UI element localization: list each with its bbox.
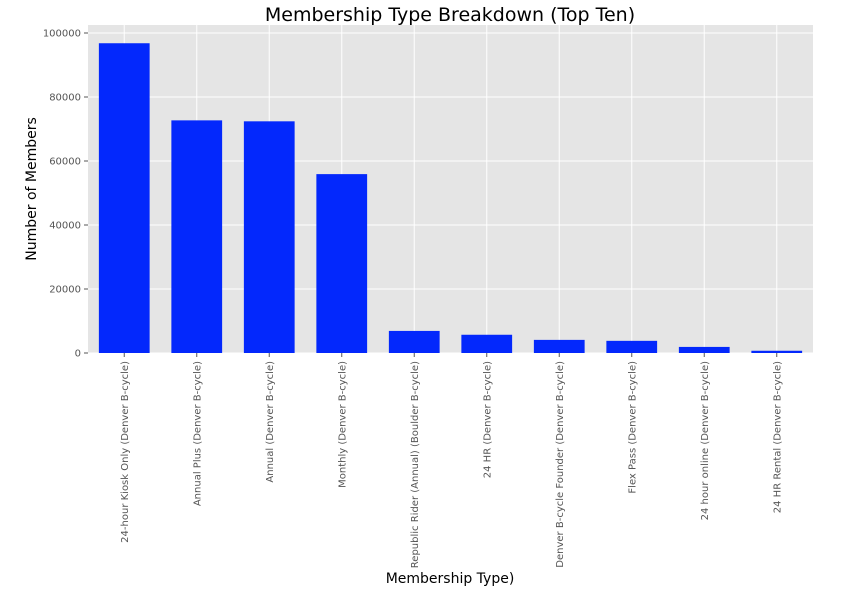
x-tick-label: Monthly (Denver B-cycle) [337, 361, 348, 488]
bar [606, 340, 658, 353]
y-axis-ticks: 0 20000 40000 60000 80000 100000 [43, 29, 88, 360]
y-tick-label: 60000 [49, 157, 81, 168]
x-tick-label: Republic Rider (Annual) (Boulder B-cycle… [410, 361, 421, 568]
x-tick-label: Flex Pass (Denver B-cycle) [627, 361, 638, 494]
y-tick-label: 100000 [43, 29, 81, 40]
bar [461, 334, 513, 353]
x-tick-label: Annual (Denver B-cycle) [265, 361, 276, 483]
bar [98, 43, 150, 354]
y-axis-label: Number of Members [24, 117, 40, 261]
bar [678, 346, 730, 353]
bar [316, 174, 368, 353]
x-tick-label: 24 hour online (Denver B-cycle) [700, 361, 711, 520]
x-tick-label: 24 HR Rental (Denver B-cycle) [772, 361, 783, 513]
bar [533, 339, 585, 353]
bar [243, 121, 295, 353]
bars [98, 43, 803, 354]
y-tick-label: 80000 [49, 93, 81, 104]
y-tick-label: 20000 [49, 285, 81, 296]
x-axis-label: Membership Type) [386, 571, 515, 587]
bar [751, 350, 803, 353]
y-tick-label: 40000 [49, 221, 81, 232]
x-tick-label: Denver B-cycle Founder (Denver B-cycle) [555, 361, 566, 568]
x-tick-label: Annual Plus (Denver B-cycle) [192, 361, 203, 506]
y-tick-label: 0 [75, 349, 81, 360]
chart-title: Membership Type Breakdown (Top Ten) [265, 4, 635, 26]
x-axis-ticks: 24-hour Kiosk Only (Denver B-cycle) Annua… [120, 353, 783, 568]
bar [388, 330, 440, 353]
x-tick-label: 24 HR (Denver B-cycle) [482, 361, 493, 478]
bar [171, 120, 223, 353]
x-tick-label: 24-hour Kiosk Only (Denver B-cycle) [120, 361, 131, 543]
